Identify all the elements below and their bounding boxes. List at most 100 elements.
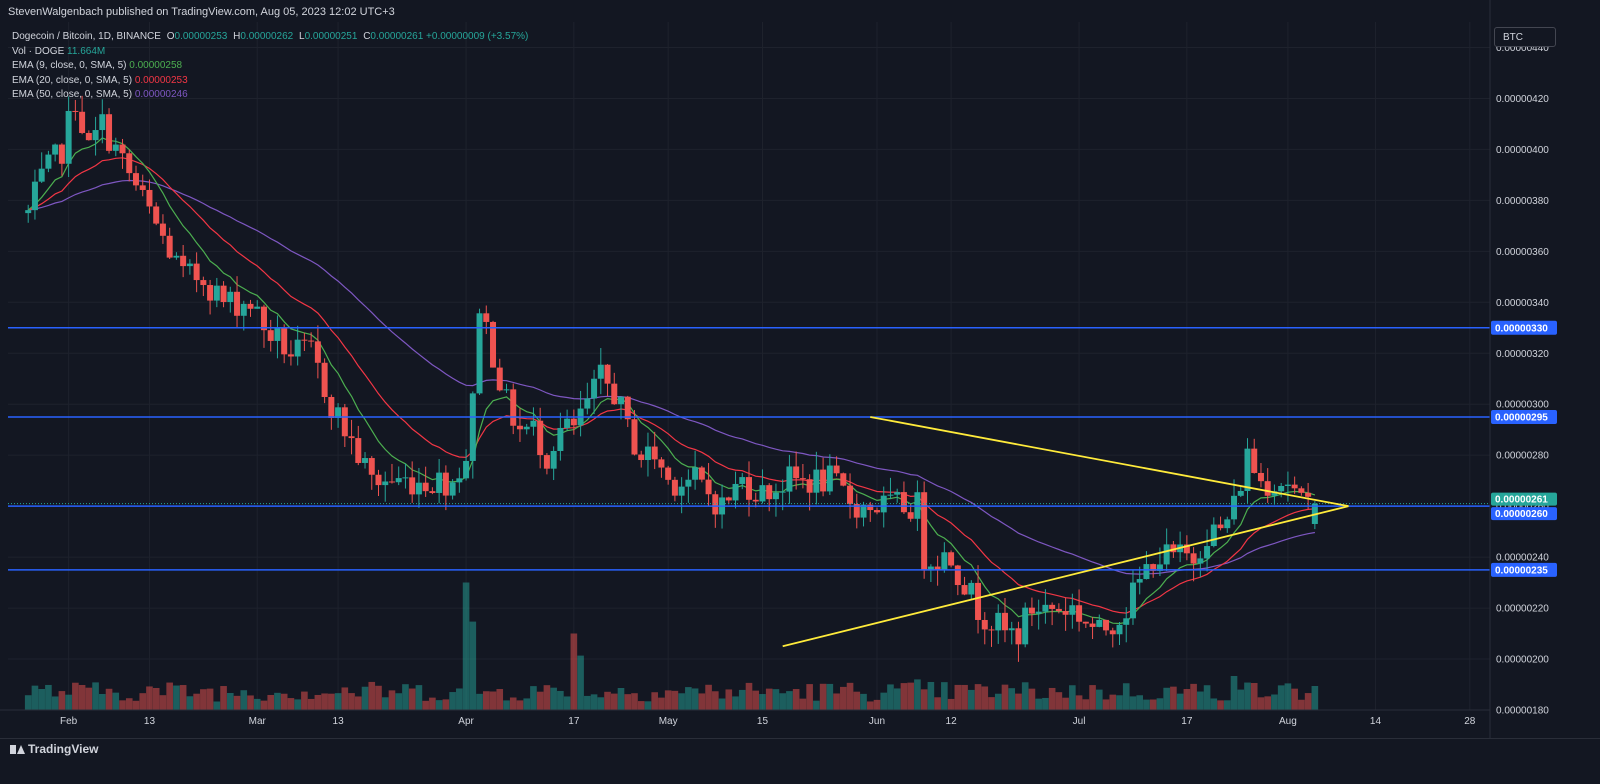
candle-body[interactable] <box>65 110 72 164</box>
candle-body[interactable] <box>651 446 658 460</box>
candle-body[interactable] <box>927 566 934 571</box>
candle-body[interactable] <box>1143 564 1150 580</box>
candle-body[interactable] <box>240 303 247 316</box>
candle-body[interactable] <box>126 153 133 174</box>
candle-body[interactable] <box>1035 611 1042 614</box>
triangle-lower-line[interactable] <box>782 505 1349 648</box>
candle-body[interactable] <box>921 492 928 571</box>
legend-ema20-row[interactable]: EMA (20, close, 0, SMA, 5) 0.00000253 <box>12 74 528 89</box>
candle-body[interactable] <box>624 396 631 420</box>
candle-body[interactable] <box>72 110 79 112</box>
candle-body[interactable] <box>779 491 786 493</box>
candle-body[interactable] <box>287 354 294 357</box>
candle-body[interactable] <box>860 504 867 518</box>
candle-body[interactable] <box>867 504 874 511</box>
candle-body[interactable] <box>45 154 52 169</box>
candle-body[interactable] <box>1069 605 1076 615</box>
candle-body[interactable] <box>1257 472 1264 482</box>
candle-body[interactable] <box>873 510 880 513</box>
candle-body[interactable] <box>207 285 214 301</box>
candle-body[interactable] <box>355 438 362 463</box>
candle-body[interactable] <box>490 321 497 368</box>
candle-body[interactable] <box>220 285 227 303</box>
candle-body[interactable] <box>516 425 523 430</box>
candle-body[interactable] <box>840 473 847 486</box>
candle-body[interactable] <box>52 144 59 155</box>
candle-body[interactable] <box>469 393 476 461</box>
candle-body[interactable] <box>618 396 625 405</box>
candle-body[interactable] <box>705 479 712 495</box>
legend-symbol[interactable]: Dogecoin / Bitcoin, 1D, BINANCE <box>12 31 161 42</box>
candle-body[interactable] <box>382 481 389 486</box>
candle-body[interactable] <box>1170 544 1177 553</box>
candle-body[interactable] <box>362 458 369 463</box>
candle-body[interactable] <box>153 206 160 224</box>
candle-body[interactable] <box>692 467 699 480</box>
candle-body[interactable] <box>968 582 975 595</box>
candle-body[interactable] <box>604 364 611 384</box>
candle-body[interactable] <box>267 330 274 341</box>
candle-body[interactable] <box>395 478 402 483</box>
candle-body[interactable] <box>375 474 382 486</box>
candle-body[interactable] <box>1217 524 1224 529</box>
candle-body[interactable] <box>92 130 99 141</box>
candle-body[interactable] <box>988 629 995 631</box>
candle-body[interactable] <box>1271 491 1278 496</box>
candle-body[interactable] <box>678 486 685 496</box>
candle-body[interactable] <box>1291 484 1298 489</box>
candle-body[interactable] <box>112 144 119 151</box>
candle-body[interactable] <box>1042 604 1049 612</box>
candle-body[interactable] <box>1129 582 1136 619</box>
candle-body[interactable] <box>1096 619 1103 627</box>
candle-body[interactable] <box>415 482 422 495</box>
candle-body[interactable] <box>1109 630 1116 635</box>
candle-body[interactable] <box>186 263 193 267</box>
candle-body[interactable] <box>537 420 544 456</box>
candle-body[interactable] <box>611 383 618 405</box>
legend-ema9-row[interactable]: EMA (9, close, 0, SMA, 5) 0.00000258 <box>12 59 528 74</box>
candle-body[interactable] <box>806 479 813 493</box>
candle-body[interactable] <box>934 566 941 571</box>
candle-body[interactable] <box>368 458 375 475</box>
candle-body[interactable] <box>38 168 45 182</box>
candle-body[interactable] <box>1298 488 1305 493</box>
candle-body[interactable] <box>698 467 705 480</box>
candle-body[interactable] <box>1237 490 1244 496</box>
candle-body[interactable] <box>523 426 530 430</box>
candle-body[interactable] <box>328 397 335 419</box>
candle-body[interactable] <box>321 362 328 398</box>
candle-body[interactable] <box>685 479 692 487</box>
tradingview-logo[interactable]: TradingView <box>10 742 98 756</box>
candle-body[interactable] <box>557 427 564 451</box>
candle-body[interactable] <box>449 482 456 496</box>
candle-body[interactable] <box>85 132 92 141</box>
candle-body[interactable] <box>159 223 166 236</box>
candle-body[interactable] <box>348 436 355 439</box>
candle-body[interactable] <box>409 477 416 495</box>
candle-body[interactable] <box>106 114 113 151</box>
candle-body[interactable] <box>638 454 645 461</box>
candle-body[interactable] <box>193 263 200 281</box>
candle-body[interactable] <box>793 466 800 479</box>
candle-body[interactable] <box>1001 612 1008 631</box>
candle-body[interactable] <box>1305 492 1312 497</box>
candle-body[interactable] <box>981 619 988 630</box>
candle-body[interactable] <box>25 210 32 214</box>
candle-body[interactable] <box>260 306 267 331</box>
candle-body[interactable] <box>799 478 806 480</box>
candle-body[interactable] <box>1204 546 1211 559</box>
candle-body[interactable] <box>1008 628 1015 631</box>
candle-body[interactable] <box>725 497 732 501</box>
candle-body[interactable] <box>1197 558 1204 564</box>
candle-body[interactable] <box>1264 481 1271 496</box>
candle-body[interactable] <box>961 585 968 595</box>
candle-body[interactable] <box>483 313 490 322</box>
candle-body[interactable] <box>1231 495 1238 520</box>
candle-body[interactable] <box>1082 621 1089 624</box>
candle-body[interactable] <box>1150 564 1157 571</box>
candle-body[interactable] <box>671 479 678 496</box>
candle-body[interactable] <box>301 339 308 341</box>
candle-body[interactable] <box>732 483 739 501</box>
candle-body[interactable] <box>146 189 153 207</box>
candle-body[interactable] <box>463 460 470 479</box>
